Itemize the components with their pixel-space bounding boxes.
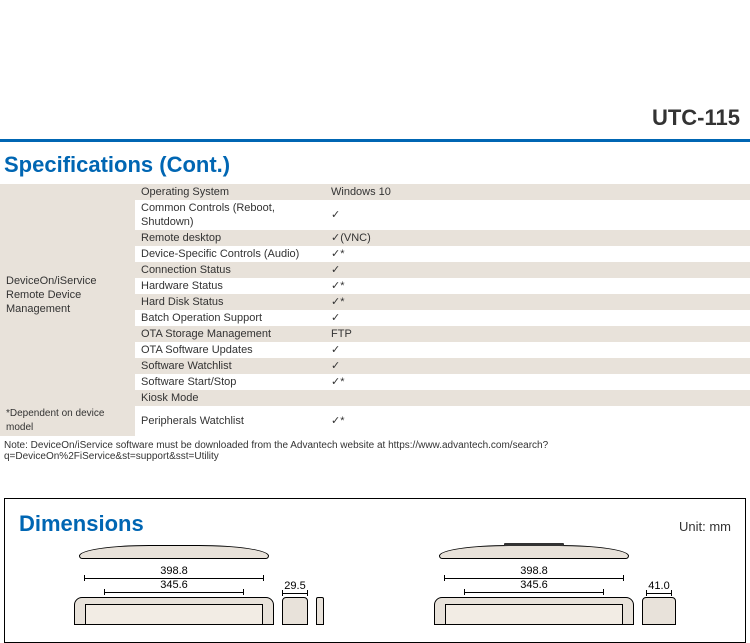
spec-value: ✓* — [325, 406, 750, 436]
spec-item: OTA Software Updates — [135, 342, 325, 358]
side-profile-accent-1 — [316, 597, 324, 625]
dimension-view-1: 398.8 345.6 29.5 — [74, 545, 324, 625]
spec-value: Windows 10 — [325, 184, 750, 200]
side-view-1: 29.5 — [282, 580, 308, 625]
spec-value: ✓* — [325, 278, 750, 294]
spec-item: Batch Operation Support — [135, 310, 325, 326]
dim-width-inner-1: 345.6 — [160, 579, 188, 591]
spec-item: Software Start/Stop — [135, 374, 325, 390]
dim-width-outer-1: 398.8 — [160, 565, 188, 577]
dimension-view-2: 398.8 345.6 41.0 — [434, 545, 676, 625]
dependent-note-cell: *Dependent on device model — [0, 406, 135, 436]
spec-item: Hardware Status — [135, 278, 325, 294]
spec-item: Remote desktop — [135, 230, 325, 246]
spec-value: ✓* — [325, 246, 750, 262]
dim-width-inner-2: 345.6 — [520, 579, 548, 591]
front-body-2 — [434, 597, 634, 625]
table-row: *Dependent on device modelPeripherals Wa… — [0, 406, 750, 436]
specifications-heading: Specifications (Cont.) — [0, 150, 750, 184]
dimensions-section: Dimensions Unit: mm 398.8 345.6 29.5 — [4, 498, 746, 643]
specifications-footnote: Note: DeviceOn/iService software must be… — [0, 436, 750, 462]
spec-value: FTP — [325, 326, 750, 342]
category-cell: DeviceOn/iServiceRemote Device Managemen… — [0, 184, 135, 406]
spec-item: Operating System — [135, 184, 325, 200]
spec-value: ✓* — [325, 374, 750, 390]
spec-item: Connection Status — [135, 262, 325, 278]
spec-value: ✓ — [325, 200, 750, 230]
top-profile-1 — [79, 545, 269, 559]
product-model: UTC-115 — [652, 105, 740, 130]
spec-value: ✓* — [325, 294, 750, 310]
page-header: UTC-115 — [0, 0, 750, 136]
specifications-table: DeviceOn/iServiceRemote Device Managemen… — [0, 184, 750, 436]
spec-value: ✓ — [325, 310, 750, 326]
dimensions-unit-label: Unit: mm — [679, 519, 731, 534]
top-profile-2 — [439, 545, 629, 559]
side-body-1 — [282, 597, 308, 625]
spec-value: ✓(VNC) — [325, 230, 750, 246]
header-divider — [0, 139, 750, 142]
spec-value: ✓ — [325, 358, 750, 374]
table-row: DeviceOn/iServiceRemote Device Managemen… — [0, 184, 750, 200]
side-view-2: 41.0 — [642, 580, 676, 625]
front-body-1 — [74, 597, 274, 625]
spec-item: Device-Specific Controls (Audio) — [135, 246, 325, 262]
spec-item: Software Watchlist — [135, 358, 325, 374]
dim-depth-1: 29.5 — [282, 580, 307, 594]
dimensions-diagrams: 398.8 345.6 29.5 398.8 345.6 — [19, 545, 731, 625]
spec-value: ✓ — [325, 342, 750, 358]
spec-value: ✓ — [325, 262, 750, 278]
dim-width-outer-2: 398.8 — [520, 565, 548, 577]
spec-item: OTA Storage Management — [135, 326, 325, 342]
spec-value — [325, 390, 750, 406]
spec-item: Kiosk Mode — [135, 390, 325, 406]
spec-item: Common Controls (Reboot, Shutdown) — [135, 200, 325, 230]
spec-item: Peripherals Watchlist — [135, 406, 325, 436]
spec-item: Hard Disk Status — [135, 294, 325, 310]
dimensions-heading: Dimensions — [19, 511, 144, 537]
dim-depth-2: 41.0 — [646, 580, 671, 594]
side-body-2 — [642, 597, 676, 625]
